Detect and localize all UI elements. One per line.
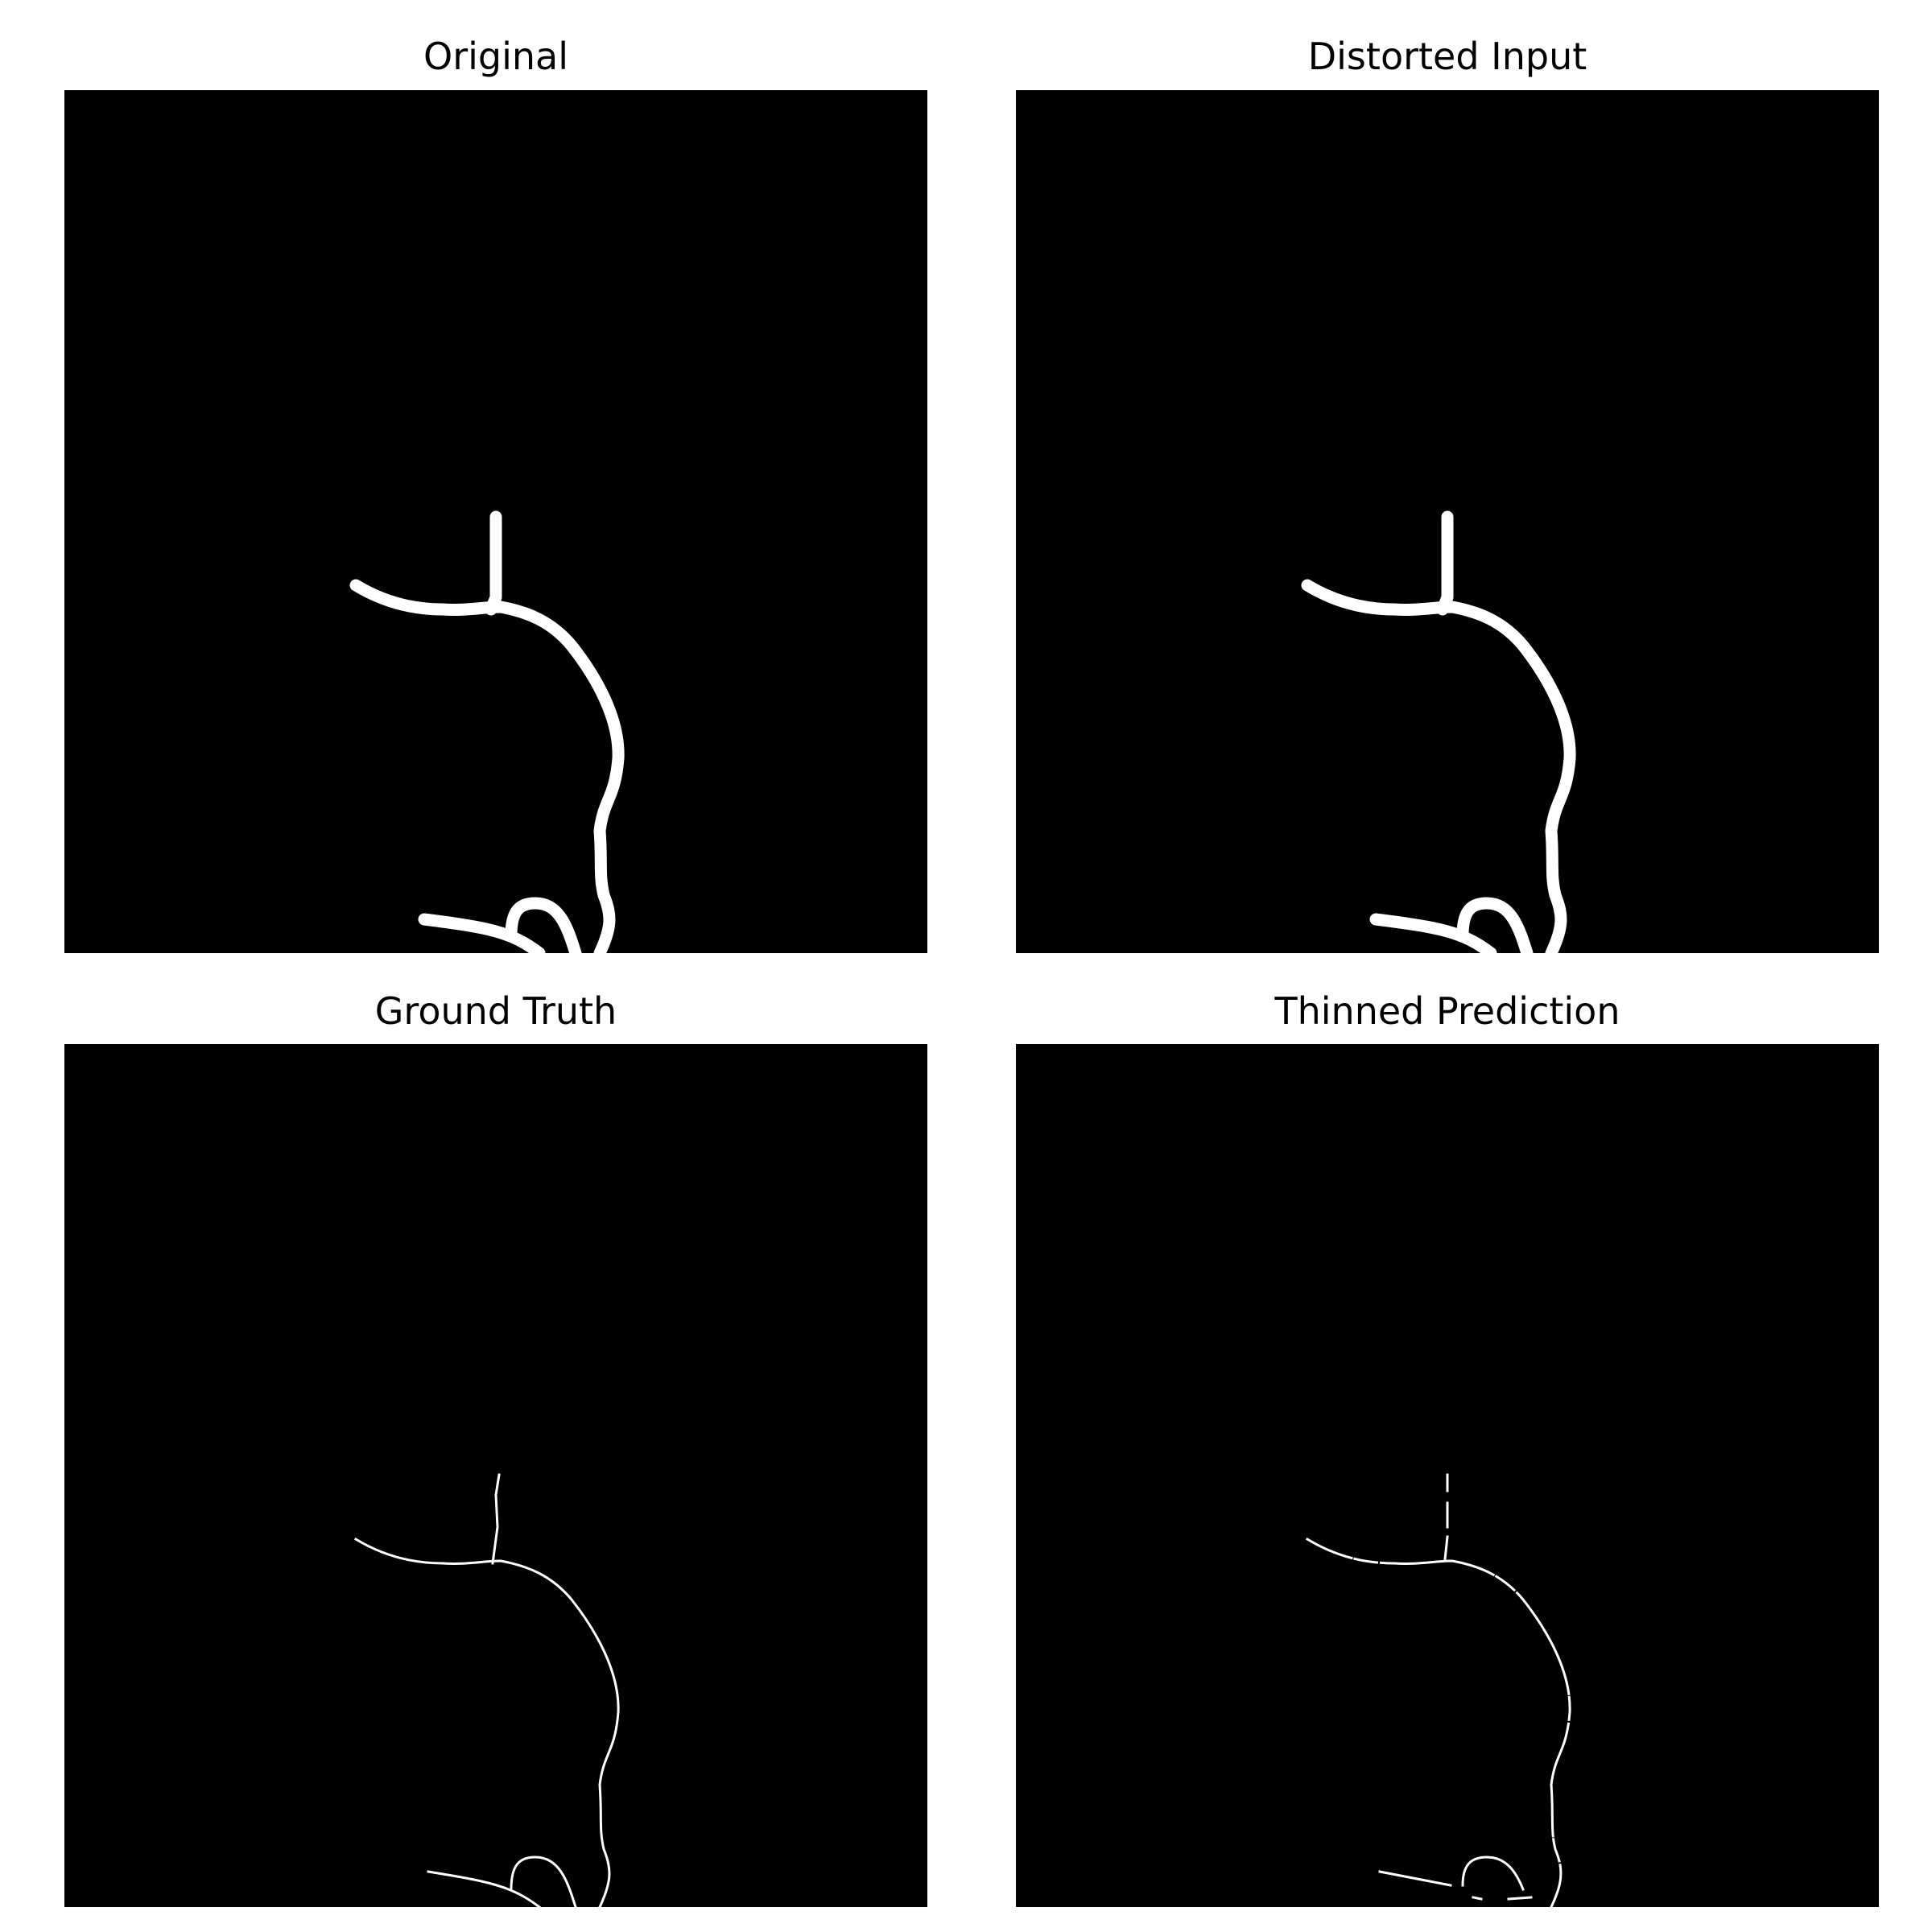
stroke-vertical-stem: [1436, 510, 1454, 616]
stroke-image-ground-truth: [353, 1473, 620, 1907]
image-panel-original: [64, 90, 927, 953]
stroke-image-thinned-prediction: [1305, 1473, 1571, 1907]
stroke-bottom-loop: [418, 897, 582, 953]
stroke-vertical-stem: [485, 510, 502, 616]
panel-title-thinned-prediction: Thinned Prediction: [1274, 989, 1620, 1033]
panel-title-original: Original: [423, 35, 568, 78]
image-panel-distorted-input: [1016, 90, 1879, 953]
stroke-vertical-stem: [491, 1473, 501, 1565]
stroke-bottom-loop: [427, 1856, 577, 1907]
image-panel-ground-truth: [64, 1044, 927, 1907]
stroke-vertical-stem: [1443, 1473, 1449, 1561]
image-panel-thinned-prediction: [1016, 1044, 1879, 1907]
panel-title-ground-truth: Ground Truth: [374, 989, 617, 1033]
stroke-main-curve: [1301, 579, 1576, 953]
stroke-main-curve: [353, 1537, 620, 1907]
stroke-main-curve: [1305, 1537, 1571, 1907]
stroke-main-curve: [349, 579, 625, 953]
stroke-bottom-loop: [1369, 897, 1534, 953]
stroke-image-distorted-input: [1301, 510, 1576, 953]
stroke-image-original: [349, 510, 625, 953]
panel-title-distorted-input: Distorted Input: [1307, 35, 1587, 78]
stroke-bottom-loop: [1378, 1856, 1533, 1901]
